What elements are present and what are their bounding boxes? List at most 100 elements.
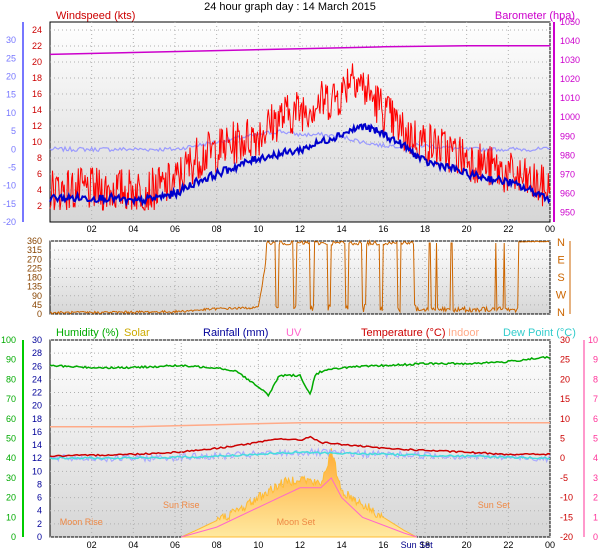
compass-tick-label: S: [557, 272, 564, 284]
wind-x-tick-label: 00: [545, 224, 555, 234]
temperature-tick-label: 15: [560, 394, 570, 404]
temperature-tick-label: 20: [560, 374, 570, 384]
wind-outer-tick-label: -15: [3, 199, 16, 209]
uv-tick-label: 1: [593, 512, 598, 522]
rainfall-tick-label: 16: [32, 427, 42, 437]
wind-outer-tick-label: 5: [11, 126, 16, 136]
rainfall-tick-label: 8: [37, 479, 42, 489]
rainfall-legend: Rainfall (mm): [203, 327, 268, 339]
compass-tick-label: E: [557, 255, 564, 267]
temperature-tick-label: -5: [560, 473, 568, 483]
barometer-tick-label: 990: [560, 131, 575, 141]
wind-outer-tick-label: -5: [8, 162, 16, 172]
windspeed-tick-label: 12: [32, 121, 42, 131]
temperature-tick-label: 5: [560, 434, 565, 444]
temperature-tick-label: -20: [560, 532, 573, 542]
rainfall-tick-label: 12: [32, 453, 42, 463]
wind-direction-line: [49, 239, 550, 315]
direction-tick-label: 225: [27, 263, 42, 273]
climate-x-tick-label: 18: [420, 540, 430, 550]
windspeed-tick-label: 14: [32, 105, 42, 115]
climate-x-tick-label: 02: [87, 540, 97, 550]
wind-outer-tick-label: 20: [6, 72, 16, 82]
humidity-tick-label: 20: [6, 493, 16, 503]
windspeed-tick-label: 18: [32, 73, 42, 83]
windspeed-legend: Windspeed (kts): [56, 10, 135, 22]
barometer-tick-label: 950: [560, 207, 575, 217]
uv-tick-label: 7: [593, 394, 598, 404]
rainfall-tick-label: 2: [37, 519, 42, 529]
graph-title: 24 hour graph day : 14 March 2015: [204, 1, 376, 13]
climate-x-tick-label: 14: [337, 540, 347, 550]
humidity-line: [49, 355, 551, 398]
wind-x-tick-label: 12: [295, 224, 305, 234]
axis-labels: 24681012141618202224-20-15-10-5051015202…: [1, 17, 598, 550]
wind-outer-tick-label: 30: [6, 35, 16, 45]
direction-tick-label: 180: [27, 273, 42, 283]
uv-tick-label: 10: [588, 335, 598, 345]
temperature-tick-label: 0: [560, 453, 565, 463]
wind-x-tick-label: 20: [462, 224, 472, 234]
barometer-tick-label: 1000: [560, 112, 580, 122]
barometer-tick-label: 1050: [560, 17, 580, 27]
windspeed-tick-label: 20: [32, 57, 42, 67]
rainfall-tick-label: 10: [32, 466, 42, 476]
climate-x-tick-label: 08: [212, 540, 222, 550]
rainfall-tick-label: 18: [32, 414, 42, 424]
direction-tick-label: 45: [32, 300, 42, 310]
humidity-tick-label: 90: [6, 355, 16, 365]
barometer-tick-label: 1010: [560, 93, 580, 103]
humidity-tick-label: 30: [6, 473, 16, 483]
compass-tick-label: W: [556, 290, 567, 302]
compass-tick-label: N: [557, 237, 565, 249]
windspeed-tick-label: 2: [37, 201, 42, 211]
temperature-tick-label: -10: [560, 493, 573, 503]
rainfall-tick-label: 4: [37, 506, 42, 516]
wind-x-tick-label: 04: [128, 224, 138, 234]
barometer-line: [49, 45, 550, 56]
wind-outer-tick-label: 0: [11, 144, 16, 154]
temperature-tick-label: -15: [560, 512, 573, 522]
solar-legend: Solar: [124, 327, 150, 339]
windspeed-tick-label: 24: [32, 25, 42, 35]
direction-tick-label: 360: [27, 236, 42, 246]
annotation-label: Sun Set: [478, 500, 511, 510]
wind-x-tick-label: 06: [170, 224, 180, 234]
rainfall-tick-label: 26: [32, 361, 42, 371]
barometer-tick-label: 960: [560, 188, 575, 198]
annotation-label: Sun Rise: [163, 500, 200, 510]
rainfall-tick-label: 0: [37, 532, 42, 542]
barometer-tick-label: 1020: [560, 74, 580, 84]
annotation-label: Moon Rise: [60, 517, 103, 527]
humidity-tick-label: 0: [11, 532, 16, 542]
uv-tick-label: 4: [593, 453, 598, 463]
direction-tick-label: 0: [37, 309, 42, 319]
rainfall-tick-label: 24: [32, 374, 42, 384]
climate-x-tick-label: 04: [128, 540, 138, 550]
uv-tick-label: 0: [593, 532, 598, 542]
humidity-tick-label: 40: [6, 453, 16, 463]
series-lines: [49, 45, 551, 538]
dewpoint-line: [49, 450, 551, 461]
humidity-tick-label: 60: [6, 414, 16, 424]
solar-area: [181, 448, 417, 538]
rainfall-tick-label: 6: [37, 493, 42, 503]
barometer-tick-label: 1030: [560, 55, 580, 65]
humidity-legend: Humidity (%): [56, 327, 119, 339]
humidity-tick-label: 10: [6, 512, 16, 522]
humidity-tick-label: 80: [6, 374, 16, 384]
windspeed-tick-label: 22: [32, 41, 42, 51]
temperature-tick-label: 25: [560, 355, 570, 365]
wind-x-tick-label: 18: [420, 224, 430, 234]
windspeed-tick-label: 10: [32, 137, 42, 147]
annotation-label: Sun Set: [401, 540, 434, 550]
barometer-tick-label: 980: [560, 150, 575, 160]
humidity-tick-label: 50: [6, 434, 16, 444]
uv-legend: UV: [286, 327, 302, 339]
uv-line: [181, 477, 417, 538]
direction-tick-label: 135: [27, 282, 42, 292]
temperature-tick-label: 30: [560, 335, 570, 345]
rainfall-tick-label: 14: [32, 440, 42, 450]
annotation-label: Moon Set: [277, 517, 316, 527]
